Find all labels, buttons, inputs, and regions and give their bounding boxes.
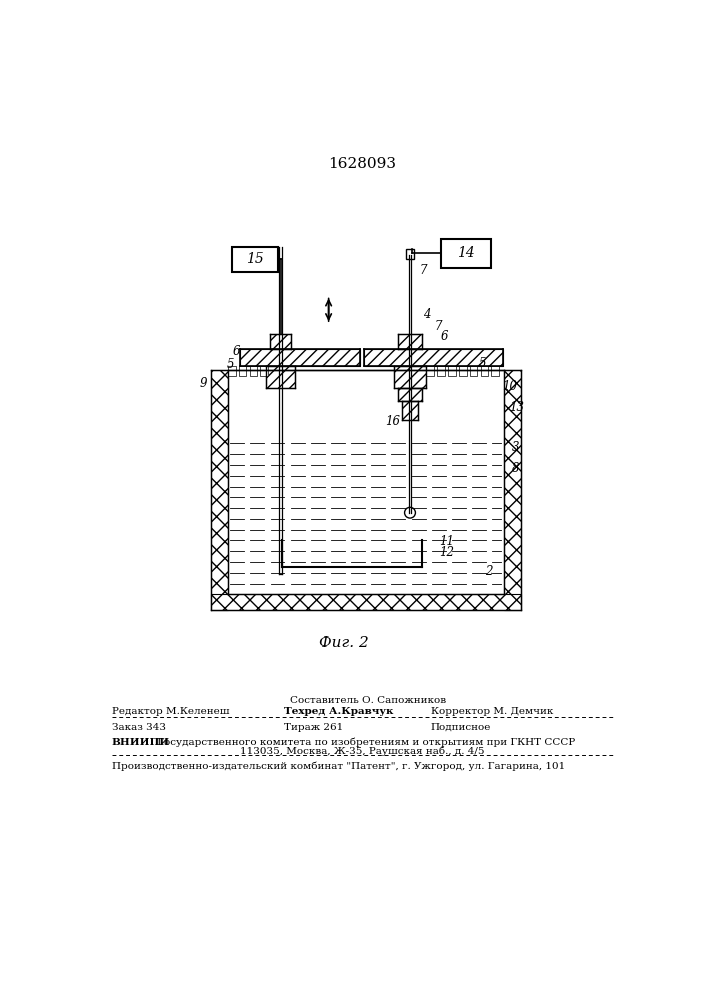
- Text: 4: 4: [423, 308, 431, 321]
- Text: Тираж 261: Тираж 261: [284, 723, 343, 732]
- Bar: [448, 366, 456, 376]
- Bar: [232, 247, 279, 272]
- Text: Техред А.Кравчук: Техред А.Кравчук: [284, 707, 393, 716]
- Text: 113035, Москва, Ж-35, Раушская наб., д. 4/5: 113035, Москва, Ж-35, Раушская наб., д. …: [240, 746, 484, 756]
- Bar: [394, 366, 426, 388]
- Bar: [270, 334, 291, 349]
- Bar: [260, 366, 268, 376]
- Bar: [441, 239, 491, 268]
- Bar: [266, 366, 296, 388]
- Text: 16: 16: [385, 415, 400, 428]
- Text: Корректор М. Демчик: Корректор М. Демчик: [431, 707, 554, 716]
- Bar: [406, 249, 414, 259]
- Bar: [250, 366, 257, 376]
- Text: 11: 11: [438, 535, 454, 548]
- Text: 9: 9: [199, 377, 207, 390]
- Bar: [240, 349, 360, 366]
- Text: 5: 5: [226, 358, 234, 371]
- Text: 1628093: 1628093: [328, 157, 396, 171]
- Text: 12: 12: [438, 546, 454, 559]
- Bar: [491, 366, 499, 376]
- Text: Производственно-издательский комбинат "Патент", г. Ужгород, ул. Гагарина, 101: Производственно-издательский комбинат "П…: [112, 761, 565, 771]
- Text: 15: 15: [246, 252, 264, 266]
- Bar: [481, 366, 489, 376]
- Text: 6: 6: [233, 345, 240, 358]
- Bar: [398, 388, 421, 401]
- Text: Государственного комитета по изобретениям и открытиям при ГКНТ СССР: Государственного комитета по изобретения…: [154, 738, 575, 747]
- Text: 7: 7: [419, 264, 427, 277]
- Bar: [398, 334, 421, 349]
- Bar: [504, 370, 521, 610]
- Bar: [426, 366, 434, 376]
- Text: 6: 6: [441, 330, 448, 343]
- Bar: [239, 366, 247, 376]
- Text: Подписное: Подписное: [431, 723, 491, 732]
- Bar: [437, 366, 445, 376]
- Text: Заказ 343: Заказ 343: [112, 723, 165, 732]
- Text: 8: 8: [512, 462, 519, 475]
- Bar: [402, 401, 418, 420]
- Text: Составитель О. Сапожников: Составитель О. Сапожников: [290, 696, 446, 705]
- Bar: [363, 349, 503, 366]
- Text: 13: 13: [509, 401, 524, 414]
- Bar: [228, 366, 235, 376]
- Bar: [469, 366, 477, 376]
- Text: 5: 5: [479, 357, 486, 370]
- Text: ВНИИПИ: ВНИИПИ: [112, 738, 170, 747]
- Text: Фиг. 2: Фиг. 2: [320, 636, 369, 650]
- Text: Редактор М.Келенеш: Редактор М.Келенеш: [112, 707, 229, 716]
- Bar: [459, 366, 467, 376]
- Text: 7: 7: [435, 320, 443, 333]
- Bar: [211, 594, 521, 610]
- Text: 2: 2: [485, 565, 493, 578]
- Text: 10: 10: [502, 380, 518, 393]
- Text: 3: 3: [512, 441, 519, 454]
- Text: 14: 14: [457, 246, 474, 260]
- Bar: [211, 370, 228, 610]
